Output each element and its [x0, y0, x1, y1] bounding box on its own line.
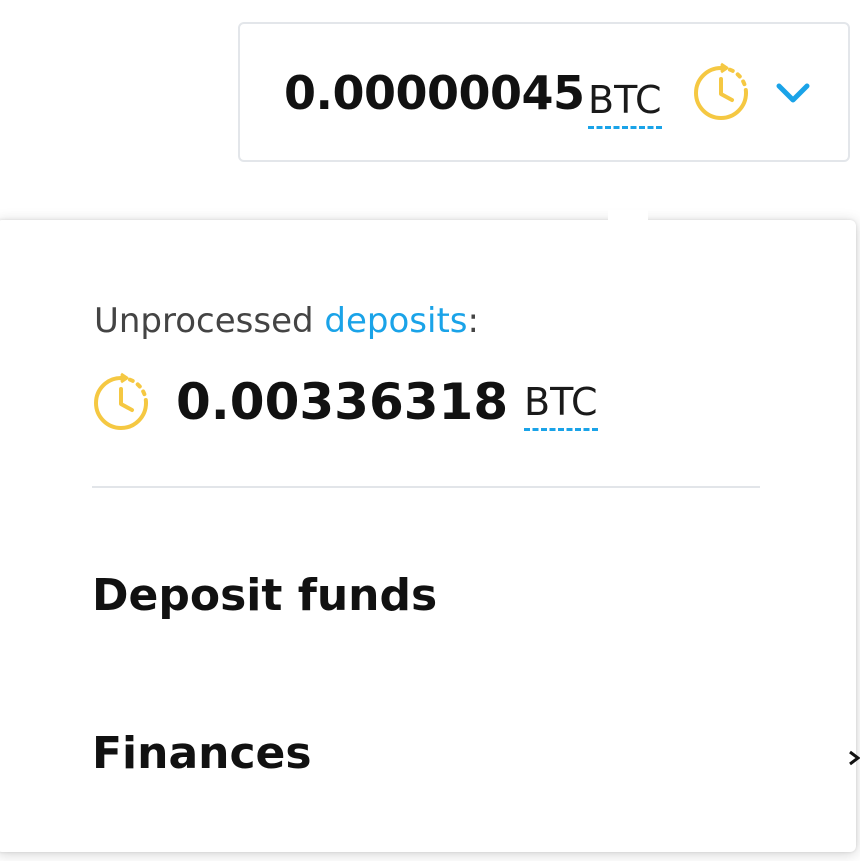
pending-deposit-row: 0.00336318 BTC [90, 368, 730, 440]
balance-dropdown: Unprocessed deposits: 0.00336318 BTC Dep… [0, 210, 856, 852]
clock-pending-icon [94, 372, 148, 430]
balance-button[interactable]: 0.00000045 BTC [238, 22, 850, 162]
deposits-link[interactable]: deposits [324, 301, 468, 341]
menu-item-finances[interactable]: Finances [92, 728, 312, 779]
clock-pending-icon [694, 62, 748, 120]
unprocessed-label-text: Unprocessed [94, 301, 314, 341]
divider [92, 486, 760, 488]
balance-amount: 0.00000045 [284, 66, 585, 120]
balance-currency[interactable]: BTC [588, 76, 662, 129]
menu-item-deposit-funds[interactable]: Deposit funds [92, 570, 438, 621]
unprocessed-deposits-label: Unprocessed deposits: [94, 300, 479, 342]
label-suffix: : [467, 301, 479, 341]
pending-amount: 0.00336318 [176, 373, 509, 431]
chevron-down-icon[interactable] [774, 79, 812, 107]
dropdown-pointer [608, 210, 648, 230]
pending-currency[interactable]: BTC [524, 378, 598, 431]
edge-fragment-icon [849, 750, 860, 766]
